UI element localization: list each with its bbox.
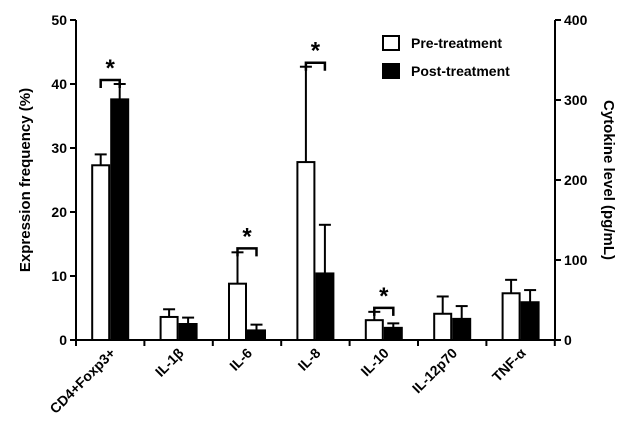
legend: Pre-treatment Post-treatment: [382, 35, 510, 79]
significance-bracket: [304, 61, 327, 71]
y-tick-label: 40: [51, 76, 67, 92]
x-tick-label: IL-12p70: [409, 345, 461, 397]
y2-tick-label: 100: [564, 252, 588, 268]
legend-label: Pre-treatment: [411, 35, 502, 51]
bar: [159, 315, 179, 341]
y-tick-label: 30: [51, 140, 67, 156]
y-tick-label: 0: [59, 332, 67, 348]
significance-bracket: [373, 306, 395, 316]
y-tick-label: 10: [51, 268, 67, 284]
x-tick-label: IL-6: [226, 345, 255, 374]
y-tick-label: 20: [51, 204, 67, 220]
plot-area: * * * *: [91, 38, 540, 342]
x-tick-label: CD4+Foxp3+: [46, 345, 118, 417]
y2-tick-label: 200: [564, 172, 588, 188]
x-tick-label: IL-10: [357, 345, 392, 380]
significance-bracket: [236, 247, 258, 257]
bar: [452, 317, 472, 342]
significance-marker: *: [311, 38, 321, 65]
bar: [364, 319, 384, 342]
bar: [315, 272, 335, 341]
significance-marker: *: [106, 55, 116, 82]
significance-bracket: [99, 78, 121, 88]
x-tick-label: IL-1β: [152, 344, 187, 379]
bar: [501, 292, 521, 341]
bar: [383, 326, 403, 341]
x-tick-label: TNF-α: [489, 345, 529, 385]
bar: [178, 323, 198, 341]
y-axis-title: Expression frequency (%): [17, 88, 34, 272]
y2-tick-label: 0: [564, 332, 572, 348]
significance-marker: *: [242, 223, 252, 250]
y2-axis-title: Cytokine level (pg/mL): [600, 100, 617, 260]
bar: [296, 161, 316, 341]
bar: [520, 301, 540, 341]
y-tick-label: 50: [51, 12, 67, 28]
bar: [91, 164, 111, 341]
y2-tick-label: 300: [564, 92, 588, 108]
y2-tick-label: 400: [564, 12, 588, 28]
significance-marker: *: [379, 283, 389, 310]
bar: [110, 98, 130, 341]
x-tick-label: IL-8: [295, 345, 324, 374]
bar: [228, 282, 247, 341]
legend-label: Post-treatment: [411, 63, 510, 79]
bar: [247, 329, 266, 341]
legend-swatch: [382, 63, 400, 79]
bar: [433, 312, 453, 342]
legend-swatch: [382, 35, 400, 51]
